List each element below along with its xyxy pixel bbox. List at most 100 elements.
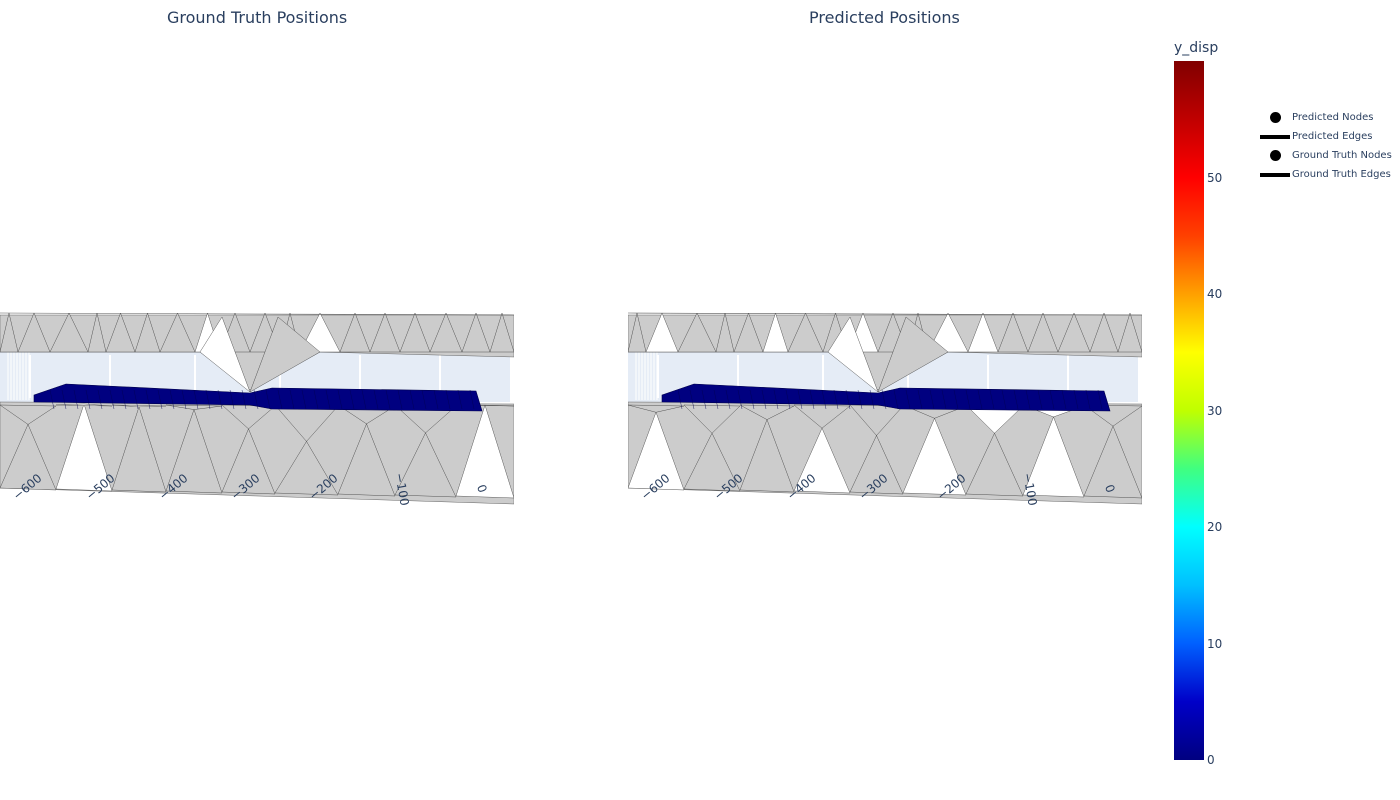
mesh-triangle — [1057, 312, 1091, 353]
legend-item-predicted-nodes[interactable]: Predicted Nodes — [1258, 108, 1398, 127]
plate-edge — [169, 389, 175, 410]
mesh-triangle — [1089, 312, 1119, 353]
ground-truth-nodes-dot-icon — [1269, 150, 1281, 161]
plate-edge — [857, 389, 863, 410]
mesh-triangle — [997, 312, 1029, 353]
plate-edge — [445, 389, 451, 410]
plate-edge — [737, 389, 743, 410]
x-tick-label: 0 — [474, 483, 490, 495]
plate-edge — [457, 389, 463, 410]
plate-edge — [373, 389, 379, 410]
plate-edge — [869, 389, 875, 410]
colorbar-tick-label: 0 — [1207, 753, 1215, 767]
mesh-triangle — [49, 312, 89, 353]
plate-edge — [217, 389, 223, 410]
plate-edge — [469, 389, 475, 410]
mesh-triangle — [683, 432, 741, 492]
mesh-triangle — [111, 406, 167, 493]
mesh-triangle — [274, 441, 339, 496]
mesh-triangle — [628, 312, 647, 353]
plate-edge — [61, 389, 67, 410]
predicted-nodes-dot-icon — [1269, 112, 1281, 123]
mesh-triangle — [429, 312, 463, 353]
plate-edge — [917, 389, 923, 410]
plate-edge — [241, 389, 247, 410]
plate-edge — [1073, 389, 1079, 410]
mesh-triangle — [339, 312, 371, 353]
plate-edge — [845, 389, 851, 410]
plate-edge — [677, 389, 683, 410]
predicted-scene[interactable]: −600 −500 −400 −300 −200 −100 0 — [628, 0, 1142, 560]
colorbar-tick-label: 20 — [1207, 520, 1223, 534]
plate-edge — [349, 389, 355, 410]
mesh-triangle — [489, 312, 514, 353]
plate-edge — [85, 389, 91, 410]
colorbar-tick-label: 50 — [1207, 170, 1223, 185]
mesh-triangle — [165, 404, 223, 410]
mesh-triangle — [902, 417, 967, 496]
plate-edge — [821, 389, 827, 410]
plate-edge — [1001, 389, 1007, 410]
plate-edge — [977, 389, 983, 410]
x-tick-label: −100 — [392, 472, 412, 507]
plate-edge — [809, 389, 815, 410]
legend-label: Ground Truth Edges — [1292, 169, 1391, 180]
colorbar-tick-label: 30 — [1207, 403, 1223, 418]
mesh-triangle — [221, 428, 276, 495]
legend-item-ground-truth-nodes[interactable]: Ground Truth Nodes — [1258, 146, 1398, 165]
mesh-triangle — [87, 312, 107, 353]
plate-edge — [1097, 389, 1103, 410]
mesh-triangle — [967, 312, 999, 353]
mesh-triangle — [849, 435, 904, 495]
mesh-triangle — [762, 312, 789, 353]
plate-edge — [989, 389, 995, 410]
plate-edge — [881, 389, 887, 410]
mesh-triangle — [0, 312, 19, 353]
plate-edge — [725, 389, 731, 410]
plate-edge — [385, 389, 391, 410]
plate-edge — [893, 389, 899, 410]
mesh-triangle — [877, 316, 949, 393]
legend-item-predicted-edges[interactable]: Predicted Edges — [1258, 127, 1398, 146]
legend: Predicted Nodes Predicted Edges Ground T… — [1258, 108, 1398, 184]
predicted-title: Predicted Positions — [809, 8, 960, 27]
mesh-triangle — [965, 432, 1024, 497]
mesh-triangle — [455, 404, 514, 499]
plate-edge — [701, 389, 707, 410]
mesh-triangle — [0, 404, 57, 425]
colorbar — [1174, 61, 1204, 760]
colorbar-tick-label: 10 — [1207, 636, 1223, 651]
plate-edge — [109, 389, 115, 410]
colorbar-title: y_disp — [1174, 40, 1219, 56]
plate-edge — [229, 389, 235, 410]
mesh-triangle — [55, 403, 113, 492]
plate-edge — [1085, 389, 1091, 410]
legend-item-ground-truth-edges[interactable]: Ground Truth Edges — [1258, 165, 1398, 184]
x-tick-label: 0 — [1102, 483, 1118, 495]
plate-edge — [193, 389, 199, 410]
plate-edge — [749, 389, 755, 410]
ground-truth-scene[interactable]: −600 −500 −400 −300 −200 −100 0 — [0, 0, 514, 560]
plate-edge — [397, 389, 403, 410]
legend-label: Predicted Nodes — [1292, 112, 1374, 123]
plate-edge — [133, 389, 139, 410]
mesh-triangle — [645, 312, 679, 353]
plate-edge — [953, 389, 959, 410]
mesh-triangle — [628, 404, 685, 413]
mesh-triangle — [165, 408, 223, 494]
mesh-triangle — [105, 312, 136, 353]
plate-edge — [1061, 389, 1067, 410]
mesh-triangle — [159, 312, 196, 353]
plate-edge — [253, 389, 259, 410]
plate-edge — [965, 389, 971, 410]
mesh-triangle — [399, 312, 431, 353]
mesh-triangle — [1117, 312, 1142, 353]
plate-edge — [73, 389, 79, 410]
plate-edge — [1013, 389, 1019, 410]
plate-edge — [265, 389, 271, 410]
plate-edge — [941, 389, 947, 410]
plate-edge — [929, 389, 935, 410]
plate-edge — [409, 389, 415, 410]
mesh-triangle — [221, 404, 276, 430]
mesh-triangle — [249, 316, 321, 393]
